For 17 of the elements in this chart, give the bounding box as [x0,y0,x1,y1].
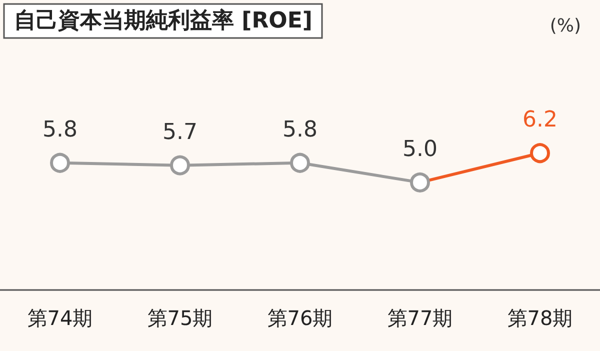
x-tick-label: 第75期 [147,306,213,330]
x-tick-label: 第74期 [27,306,93,330]
data-label: 5.8 [42,117,78,142]
x-tick-label: 第76期 [267,306,333,330]
point [530,143,550,164]
chart-title: 自己資本当期純利益率 [ROE] [14,8,312,34]
data-label: 5.8 [282,117,318,142]
x-tick-label: 第78期 [507,306,573,330]
text: (%) [550,16,582,36]
point [290,152,310,173]
data-label: 6.2 [522,108,558,133]
data-label: 5.0 [402,136,438,162]
x-tick-label: 第77期 [387,306,453,330]
data-label: 5.7 [162,120,198,145]
point [410,172,430,192]
point [170,155,190,176]
point [50,152,70,173]
